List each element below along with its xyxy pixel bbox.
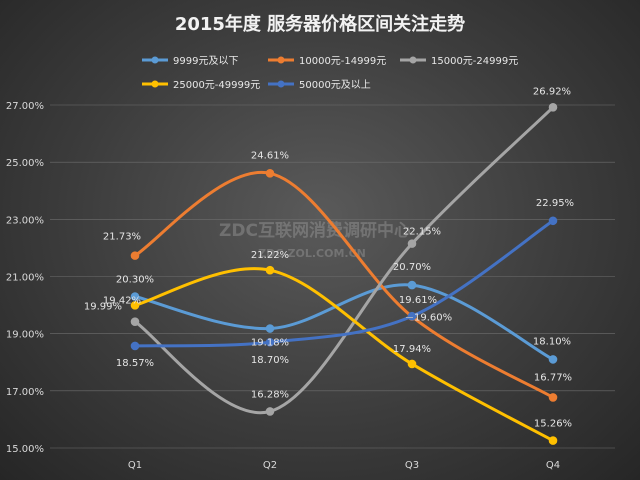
- legend-item: 10000元-14999元: [268, 56, 386, 67]
- y-tick-label: 23.00%: [6, 215, 44, 226]
- chart-title: 2015年度 服务器价格区间关注走势: [175, 13, 465, 35]
- data-label: 17.94%: [393, 344, 431, 355]
- series-line-2: [133, 170, 555, 399]
- y-axis-ticks: 15.00% 17.00% 19.00% 21.00% 23.00% 25.00% 27.0…: [6, 101, 44, 455]
- legend-item: 25000元-49999元: [142, 80, 260, 91]
- watermark-line-1: ZDC互联网消费调研中心: [219, 220, 411, 241]
- data-label: 22.95%: [536, 198, 574, 209]
- legend-item: 9999元及以下: [142, 55, 238, 67]
- data-point: [548, 355, 558, 364]
- series-lines: [130, 102, 558, 445]
- data-point: [130, 292, 140, 301]
- watermark: ZDC互联网消费调研中心 ZDC.ZOL.COM.CN: [219, 220, 411, 260]
- y-tick-label: 27.00%: [6, 101, 44, 112]
- x-tick-label: Q4: [546, 460, 560, 471]
- data-label: 18.10%: [533, 336, 571, 347]
- data-point: [548, 436, 558, 445]
- data-point: [407, 359, 417, 369]
- data-label: 16.28%: [251, 389, 289, 400]
- y-tick-label: 21.00%: [6, 273, 44, 284]
- series-line-4: [133, 267, 555, 443]
- legend-label: 25000元-49999元: [173, 80, 260, 91]
- x-tick-label: Q2: [263, 460, 277, 471]
- legend-label: 15000元-24999元: [431, 56, 518, 67]
- legend: 9999元及以下 10000元-14999元 15000元-24999元 25000元…: [142, 55, 518, 91]
- data-label: 18.70%: [251, 355, 289, 366]
- data-point: [265, 407, 275, 416]
- y-tick-label: 19.00%: [6, 330, 44, 341]
- data-label: 19.18%: [251, 338, 289, 349]
- x-tick-label: Q1: [128, 460, 142, 471]
- watermark-line-2: ZDC.ZOL.COM.CN: [258, 247, 366, 260]
- x-axis-ticks: Q1 Q2 Q3 Q4: [128, 460, 560, 471]
- series-line-1: [133, 283, 555, 361]
- data-label: 16.77%: [534, 372, 572, 383]
- data-point: [130, 251, 140, 260]
- data-point: [265, 265, 275, 275]
- data-point: [548, 393, 558, 402]
- legend-label: 10000元-14999元: [299, 56, 386, 67]
- data-labels: 20.30% 19.18% 20.70% 18.10% 21.73% 24.61% 19.6…: [84, 86, 574, 429]
- data-label: 18.57%: [116, 358, 154, 369]
- data-point: [407, 311, 417, 321]
- data-point: [407, 280, 417, 290]
- legend-item: 50000元及以上: [268, 79, 371, 91]
- legend-swatch-marker: [151, 80, 159, 88]
- data-label: 21.22%: [251, 250, 289, 261]
- gridlines: [50, 104, 615, 449]
- legend-label: 9999元及以下: [173, 55, 238, 67]
- legend-swatch-marker: [151, 56, 159, 64]
- data-label: 20.30%: [116, 275, 154, 286]
- data-point: [130, 301, 140, 310]
- y-tick-label: 15.00%: [6, 444, 44, 455]
- data-label: 19.60%: [414, 313, 452, 324]
- legend-item: 15000元-24999元: [400, 56, 518, 67]
- legend-swatch-marker: [277, 56, 285, 64]
- y-tick-label: 25.00%: [6, 158, 44, 169]
- data-point: [407, 239, 417, 248]
- x-tick-label: Q3: [405, 460, 419, 471]
- data-label: 21.73%: [103, 232, 141, 243]
- data-point: [130, 341, 140, 351]
- data-point: [265, 337, 275, 347]
- data-label: 19.42%: [103, 296, 141, 307]
- data-label: 22.15%: [403, 227, 441, 238]
- data-point: [265, 169, 275, 178]
- data-label: 26.92%: [533, 86, 571, 97]
- data-label: 15.26%: [534, 419, 572, 430]
- data-label: 24.61%: [251, 150, 289, 161]
- data-label: 20.70%: [393, 262, 431, 273]
- legend-swatch-marker: [409, 56, 417, 64]
- data-point: [548, 102, 558, 112]
- data-label: 19.99%: [84, 301, 122, 312]
- data-point: [265, 324, 275, 333]
- data-label: 19.61%: [399, 295, 437, 306]
- legend-label: 50000元及以上: [299, 79, 371, 91]
- data-point: [130, 317, 140, 326]
- data-point: [548, 216, 558, 226]
- legend-swatch-marker: [277, 80, 285, 88]
- series-line-5: [133, 219, 555, 348]
- y-tick-label: 17.00%: [6, 387, 44, 398]
